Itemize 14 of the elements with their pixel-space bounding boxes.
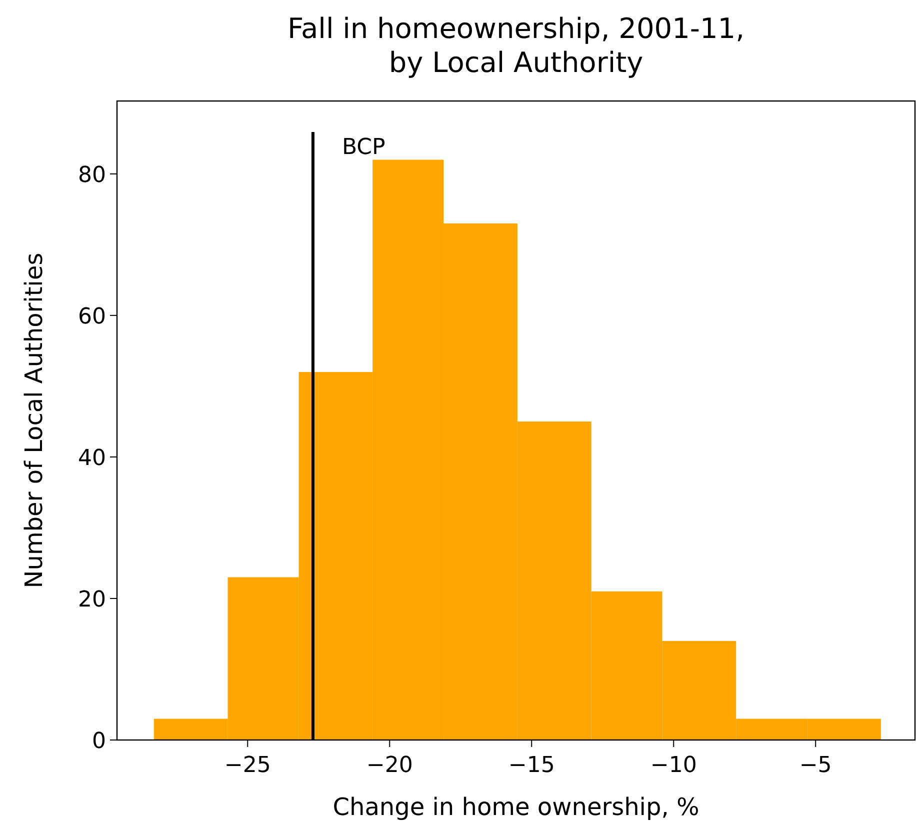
- x-tick-label: −25: [224, 753, 271, 778]
- y-tick-label: 20: [78, 587, 106, 612]
- y-tick-label: 60: [78, 304, 106, 330]
- y-tick-label: 80: [78, 162, 106, 188]
- chart-title: Fall in homeownership, 2001-11, by Local Authority: [287, 12, 745, 79]
- x-tick-label: −15: [508, 753, 555, 778]
- x-tick-label: −20: [366, 753, 413, 778]
- ref-line-label: BCP: [342, 135, 386, 160]
- x-tick-label: −5: [799, 753, 832, 778]
- y-axis-title: Number of Local Authorities: [20, 252, 48, 588]
- x-axis-title: Change in home ownership, %: [332, 793, 700, 821]
- x-tick-label: −10: [650, 753, 697, 778]
- y-tick-label: 40: [78, 446, 106, 471]
- y-tick-label: 0: [92, 729, 106, 754]
